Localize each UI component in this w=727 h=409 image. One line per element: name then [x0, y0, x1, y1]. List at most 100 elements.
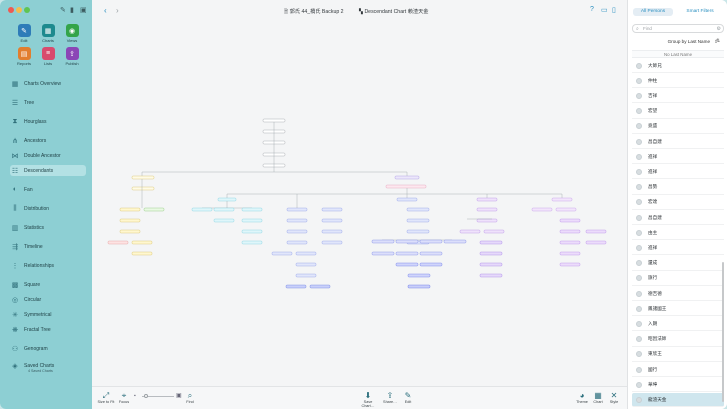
person-box[interactable]	[531, 207, 553, 212]
person-box[interactable]	[555, 207, 577, 212]
person-box[interactable]	[443, 239, 467, 244]
person-list-item[interactable]: 昭因法師	[632, 333, 724, 347]
person-box[interactable]	[131, 186, 155, 191]
person-box[interactable]	[419, 251, 443, 256]
sidebar-item-saved-charts[interactable]: ◈ Saved Charts 4 Saved Charts	[10, 360, 86, 374]
person-list-item[interactable]: 入朗	[632, 317, 724, 332]
person-box[interactable]	[419, 262, 443, 267]
person-box[interactable]	[321, 229, 343, 234]
save-chart-button[interactable]: ⬇ Save Chart…	[358, 391, 378, 408]
person-list-item[interactable]: 還成	[632, 257, 724, 271]
person-box[interactable]	[286, 240, 308, 245]
bookmark-icon[interactable]: ▮	[70, 7, 74, 14]
sidebar-item-double-ancestor[interactable]: ⋈ Double Ancestor	[11, 152, 61, 160]
lists-tool-button[interactable]: ≡ Lists	[37, 47, 59, 66]
person-box[interactable]	[241, 218, 263, 223]
person-box[interactable]	[295, 273, 317, 278]
forward-button[interactable]: ›	[116, 6, 119, 15]
person-box[interactable]	[321, 207, 343, 212]
person-list-item[interactable]: 東欣王	[632, 348, 724, 362]
person-list-item[interactable]: 進祥	[632, 150, 724, 165]
person-box[interactable]	[119, 229, 141, 234]
person-box[interactable]	[213, 218, 235, 223]
person-box[interactable]	[321, 240, 343, 245]
reports-tool-button[interactable]: ▤ Reports	[13, 47, 35, 66]
minimize-window-button[interactable]	[16, 7, 22, 13]
person-box[interactable]	[476, 218, 498, 223]
toolbar-action-icon[interactable]: ✎	[60, 7, 66, 14]
all-persons-tab[interactable]: All Persons	[633, 8, 673, 16]
size-to-fit-button[interactable]: ⤢ Size to Fit	[97, 391, 115, 404]
person-box[interactable]	[119, 207, 141, 212]
edit-tool-button[interactable]: ✎ Edit	[13, 24, 35, 43]
sidebar-item-timeline[interactable]: ⇶ Timeline	[10, 241, 86, 252]
person-list-item[interactable]: 昌自建	[632, 135, 724, 149]
person-box[interactable]	[559, 229, 581, 234]
person-box[interactable]	[295, 251, 317, 256]
person-box[interactable]	[241, 207, 263, 212]
sidebar-item-charts-overview[interactable]: ▦ Charts Overview	[11, 80, 61, 88]
person-box[interactable]	[585, 240, 607, 245]
sidebar-item-relationships[interactable]: ⋮ Relationships	[11, 262, 55, 270]
sidebar-item-descendants[interactable]: ☷ Descendants	[10, 165, 86, 176]
zoom-window-button[interactable]	[24, 7, 30, 13]
window-layout-icon[interactable]: ▣	[80, 7, 87, 14]
person-list-scrollbar[interactable]	[722, 262, 724, 402]
sidebar-item-distribution[interactable]: ⫼ Distribution	[10, 203, 86, 214]
person-box[interactable]	[395, 251, 419, 256]
group-by-select[interactable]: Group by Last Name ⇕	[667, 39, 718, 44]
person-box[interactable]	[459, 229, 481, 234]
sidebar-item-fractal-tree[interactable]: ❋ Fractal Tree	[10, 324, 86, 335]
person-list-item[interactable]: 仲柱	[632, 74, 724, 89]
person-list-item[interactable]: 進祥	[632, 165, 724, 180]
focus-button[interactable]: ⌖ Focus	[114, 391, 134, 404]
person-box[interactable]	[559, 218, 581, 223]
style-button[interactable]: ✕ Style	[604, 391, 624, 404]
share-button[interactable]: ⇪ Share…	[380, 391, 400, 404]
charts-tool-button[interactable]: ▦ Charts	[37, 24, 59, 43]
person-list-item[interactable]: 華坤	[632, 378, 724, 393]
person-list-item[interactable]: 國行	[632, 363, 724, 377]
person-box[interactable]	[131, 251, 153, 256]
person-box[interactable]	[371, 251, 395, 256]
close-window-button[interactable]	[8, 7, 14, 13]
person-box[interactable]	[479, 240, 503, 245]
filter-options-icon[interactable]: ⚙	[716, 26, 721, 32]
person-box[interactable]	[559, 240, 581, 245]
person-box[interactable]	[559, 262, 581, 267]
person-box[interactable]	[479, 262, 503, 267]
person-box[interactable]	[483, 229, 505, 234]
person-box[interactable]	[407, 284, 431, 289]
person-list-item[interactable]: 宏達	[632, 196, 724, 210]
sidebar-item-ancestors[interactable]: ⋔ Ancestors	[10, 135, 86, 146]
help-icon[interactable]: ?	[590, 6, 594, 13]
person-box[interactable]	[385, 184, 427, 189]
person-box[interactable]	[407, 273, 431, 278]
person-box[interactable]	[321, 218, 343, 223]
sidebar-item-fan[interactable]: ◐ Fan	[10, 184, 86, 195]
person-list-item[interactable]: 吉祥	[632, 89, 724, 104]
person-box[interactable]	[371, 239, 395, 244]
sort-icon[interactable]: ⇅	[716, 38, 721, 44]
person-list-item[interactable]: 宏望	[632, 105, 724, 119]
edit-chart-button[interactable]: ✎ Edit	[398, 391, 418, 404]
window-icon[interactable]: ▭	[601, 7, 608, 14]
person-box[interactable]	[585, 229, 607, 234]
person-box[interactable]	[395, 262, 419, 267]
person-box[interactable]	[396, 197, 418, 202]
person-box[interactable]	[213, 207, 235, 212]
person-box[interactable]	[395, 239, 419, 244]
person-box[interactable]	[406, 207, 430, 212]
sidebar-item-circular[interactable]: ◎ Circular	[11, 296, 42, 304]
sidebar-item-tree[interactable]: ☰ Tree	[11, 99, 35, 107]
person-list-item[interactable]: 進祥	[632, 241, 724, 256]
sidebar-item-square[interactable]: ▩ Square	[11, 281, 41, 289]
person-box[interactable]	[217, 197, 237, 202]
person-list-item[interactable]: 鳳諸國王	[632, 302, 724, 317]
person-box[interactable]	[286, 218, 308, 223]
sidebar-item-genogram[interactable]: ⚇ Genogram	[11, 345, 48, 353]
smart-filters-tab[interactable]: Smart Filters	[686, 9, 714, 14]
person-list-item[interactable]: 旗行	[632, 272, 724, 286]
descendant-chart[interactable]	[92, 22, 627, 386]
person-box[interactable]	[286, 229, 308, 234]
